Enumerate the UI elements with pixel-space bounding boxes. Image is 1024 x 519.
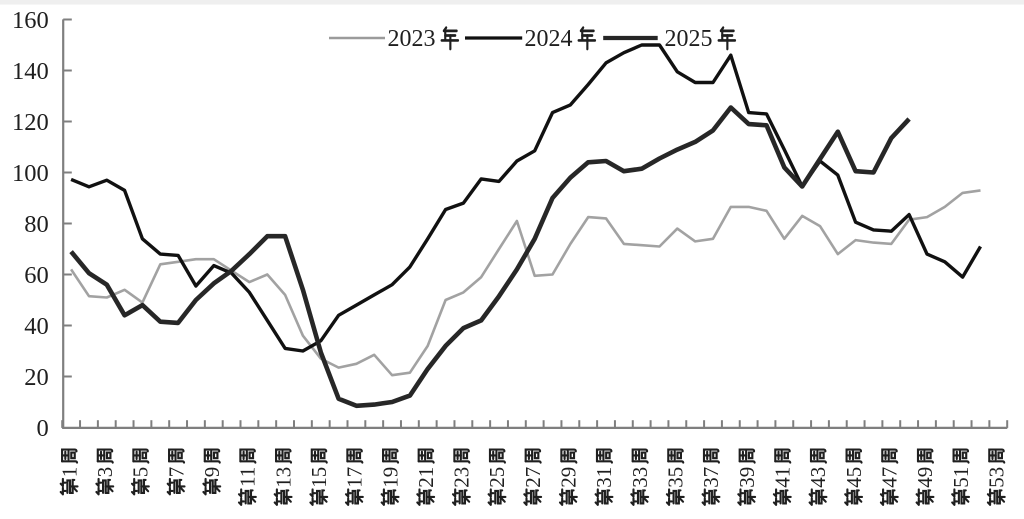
svg-text:0: 0 bbox=[37, 415, 49, 442]
svg-text:9: 9 bbox=[200, 467, 224, 478]
svg-text:15: 15 bbox=[307, 467, 331, 488]
svg-text:60: 60 bbox=[24, 262, 49, 289]
svg-text:40: 40 bbox=[24, 313, 49, 340]
svg-text:49: 49 bbox=[913, 467, 937, 488]
svg-text:23: 23 bbox=[450, 467, 474, 488]
svg-text:2023: 2023 bbox=[388, 26, 436, 52]
svg-text:37: 37 bbox=[699, 467, 723, 488]
svg-text:2025: 2025 bbox=[665, 26, 713, 52]
svg-text:53: 53 bbox=[985, 467, 1009, 488]
svg-text:43: 43 bbox=[806, 467, 830, 488]
svg-text:140: 140 bbox=[12, 58, 49, 85]
svg-text:25: 25 bbox=[485, 467, 509, 488]
svg-text:33: 33 bbox=[628, 467, 652, 488]
svg-text:27: 27 bbox=[521, 467, 545, 488]
svg-text:13: 13 bbox=[271, 467, 295, 488]
svg-text:35: 35 bbox=[664, 467, 688, 488]
svg-text:51: 51 bbox=[949, 467, 973, 488]
svg-text:7: 7 bbox=[164, 467, 188, 478]
svg-text:17: 17 bbox=[343, 467, 367, 488]
svg-text:39: 39 bbox=[735, 467, 759, 488]
svg-text:5: 5 bbox=[129, 467, 153, 478]
svg-text:47: 47 bbox=[878, 467, 902, 488]
svg-text:1: 1 bbox=[57, 467, 81, 478]
svg-text:100: 100 bbox=[12, 160, 49, 187]
svg-text:29: 29 bbox=[557, 467, 581, 488]
svg-text:80: 80 bbox=[24, 211, 49, 238]
svg-text:41: 41 bbox=[771, 467, 795, 488]
svg-text:21: 21 bbox=[414, 467, 438, 488]
svg-text:20: 20 bbox=[24, 364, 49, 391]
svg-text:120: 120 bbox=[12, 109, 49, 136]
svg-text:31: 31 bbox=[592, 467, 616, 488]
svg-text:45: 45 bbox=[842, 467, 866, 488]
svg-text:19: 19 bbox=[378, 467, 402, 488]
svg-text:160: 160 bbox=[12, 7, 49, 34]
svg-text:2024: 2024 bbox=[525, 26, 573, 52]
svg-text:11: 11 bbox=[236, 467, 260, 487]
svg-text:3: 3 bbox=[93, 467, 117, 478]
